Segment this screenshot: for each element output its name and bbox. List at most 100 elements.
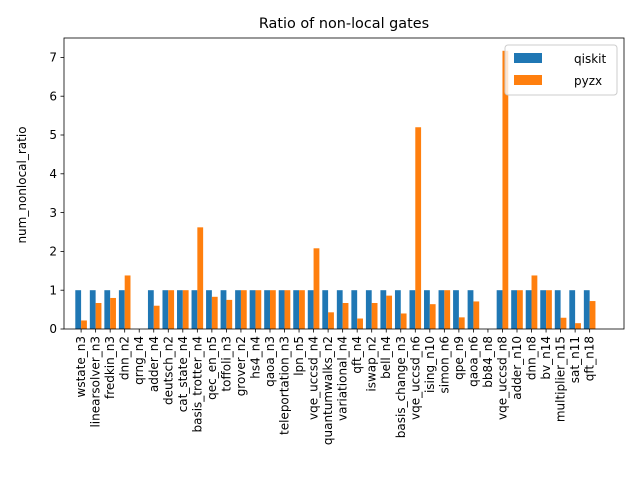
bar-qiskit-vqe_uccsd_n8 [496,290,503,329]
bar-pyzx-vqe_uccsd_n6 [415,127,422,330]
plot-frame [63,37,625,330]
y-tick-label: 4 [49,167,57,181]
bar-qiskit-grover_n2 [235,290,241,329]
bar-qiskit-bv_n14 [540,290,547,329]
bar-pyzx-adder_n10 [517,290,523,329]
x-tick-label: bv_n14 [539,336,553,380]
x-tick-label: vqe_uccsd_n8 [495,336,509,420]
x-tick-label: qaoa_n3 [263,336,277,387]
y-tick-label: 3 [49,206,57,220]
bar-pyzx-deutsch_n2 [168,290,175,329]
y-ticks-group: 0 1 2 3 4 5 6 7 [49,51,64,336]
bar-pyzx-dnn_n2 [124,275,131,329]
legend-swatch-pyzx [514,75,542,85]
bar-pyzx-qaoa_n6 [473,301,480,329]
bar-qiskit-fredkin_n3 [104,290,111,329]
x-tick-label: wstate_n3 [74,336,88,397]
bar-qiskit-cat_state_n4 [177,290,183,329]
bar-qiskit-adder_n4 [147,290,154,329]
bar-pyzx-bell_n4 [386,295,393,329]
bar-qiskit-dnn_n8 [525,290,532,329]
bar-pyzx-hs4_n4 [255,290,262,329]
bar-pyzx-lpn_n5 [299,290,305,329]
bar-qiskit-ising_n10 [424,290,430,329]
x-tick-label: multiplier_n15 [554,336,568,422]
bar-qiskit-qaoa_n3 [264,290,270,329]
x-tick-label: simon_n6 [437,336,451,393]
bars-group [75,50,596,330]
x-tick-label: cat_state_n4 [176,336,190,412]
x-tick-label: qaoa_n6 [466,336,480,387]
bar-qiskit-hs4_n4 [249,290,256,329]
bar-qiskit-dnn_n2 [118,290,125,329]
bar-qiskit-sat_n11 [569,290,576,329]
bar-qiskit-quantumwalks_n2 [322,290,329,329]
bar-pyzx-vqe_uccsd_n8 [502,50,509,330]
bar-pyzx-bv_n14 [546,290,552,329]
x-tick-label: grover_n2 [234,336,248,396]
x-tick-label: linearsolver_n3 [89,336,103,428]
bar-pyzx-dnn_n8 [531,275,538,329]
bar-pyzx-cat_state_n4 [182,290,189,329]
x-tick-label: lpn_n5 [292,336,306,376]
chart-title: Ratio of non-local gates [259,16,429,32]
bar-pyzx-qpe_n9 [458,317,465,329]
bar-qiskit-iswap_n2 [365,290,372,329]
bar-qiskit-basis_trotter_n4 [191,290,198,329]
x-tick-label: dnn_n8 [525,336,539,380]
x-tick-label: ising_n10 [423,336,437,393]
legend: qiskit pyzx [504,44,618,96]
bar-pyzx-quantumwalks_n2 [328,312,334,329]
bar-pyzx-grover_n2 [240,290,247,329]
y-tick-label: 1 [49,283,57,297]
x-tick-label: toffoli_n3 [219,336,233,392]
bar-qiskit-wstate_n3 [75,290,82,329]
bar-qiskit-basis_change_n3 [394,290,401,329]
y-tick-label: 5 [49,128,57,142]
bar-pyzx-qaoa_n3 [269,290,276,329]
bar-pyzx-qft_n4 [357,318,363,329]
x-tick-label: dnn_n2 [118,336,132,380]
x-tick-label: basis_trotter_n4 [190,336,204,433]
bar-qiskit-variational_n4 [336,290,343,329]
y-tick-label: 7 [49,51,57,65]
bar-qiskit-teleportation_n3 [278,290,285,329]
y-tick-label: 6 [49,89,57,103]
x-tick-label: bell_n4 [379,336,393,379]
bar-pyzx-basis_trotter_n4 [197,227,204,329]
x-tick-label: fredkin_n3 [103,336,117,399]
y-tick-label: 0 [49,322,57,336]
x-tick-label: qpe_n9 [452,336,466,380]
bar-qiskit-linearsolver_n3 [89,290,96,329]
bar-qiskit-qft_n4 [351,290,358,329]
bar-pyzx-ising_n10 [429,304,436,329]
bar-qiskit-qft_n18 [583,290,590,329]
bar-qiskit-qpe_n9 [453,290,459,329]
bar-qiskit-vqe_uccsd_n4 [307,290,314,329]
bar-qiskit-lpn_n5 [293,290,300,329]
bar-pyzx-variational_n4 [342,303,349,329]
x-ticks-group: wstate_n3 linearsolver_n3 fredkin_n3 dnn_n2… [74,329,597,445]
x-tick-label: sat_n11 [568,336,582,383]
bar-pyzx-adder_n4 [153,305,160,329]
bar-qiskit-deutsch_n2 [162,290,169,329]
x-tick-label: vqe_uccsd_n4 [307,336,321,420]
bar-pyzx-qec_en_n5 [211,296,218,329]
bar-qiskit-simon_n6 [438,290,445,329]
x-tick-label: qft_n18 [583,336,597,381]
bar-pyzx-sat_n11 [575,323,581,329]
x-tick-label: qft_n4 [350,336,364,374]
bar-qiskit-toffoli_n3 [220,290,227,329]
x-tick-label: adder_n10 [510,336,524,400]
bar-pyzx-basis_change_n3 [400,313,407,329]
x-tick-label: deutsch_n2 [161,336,175,405]
axes-group [63,37,625,330]
legend-label-pyzx: pyzx [574,74,602,88]
bar-pyzx-multiplier_n15 [560,317,567,329]
bar-qiskit-adder_n10 [511,290,517,329]
bar-pyzx-qft_n18 [589,301,596,329]
bar-pyzx-teleportation_n3 [284,290,291,329]
bar-pyzx-simon_n6 [444,290,451,329]
bar-pyzx-iswap_n2 [371,303,378,329]
